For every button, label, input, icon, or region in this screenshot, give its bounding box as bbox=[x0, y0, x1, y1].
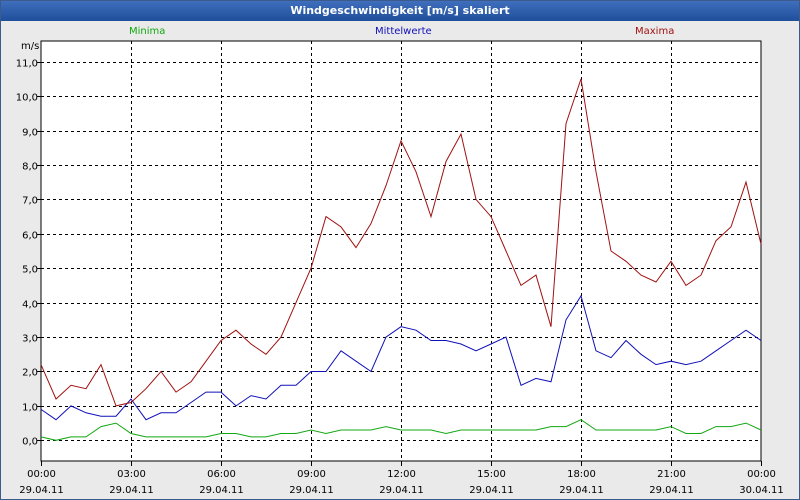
series-mittelwerte-line bbox=[40, 294, 762, 421]
y-tick-label: 9,0 bbox=[22, 128, 38, 139]
wind-speed-chart: 0,0 1,0 2,0 3,0 4,0 5,0 6,0 7,0 8,0 9,0 10,0 11,0 00… bbox=[16, 40, 784, 496]
series-maxima-line bbox=[40, 78, 762, 407]
y-tick-label: 0,0 bbox=[22, 437, 38, 448]
legend-minima: Minima bbox=[129, 26, 166, 37]
x-tick-date-label: 29.04.11 bbox=[469, 485, 514, 496]
y-tick-label: 11,0 bbox=[16, 59, 38, 70]
x-tick-time-label: 18:00 bbox=[567, 469, 596, 480]
x-tick-date-label: 29.04.11 bbox=[19, 485, 64, 496]
y-tick-label: 3,0 bbox=[22, 334, 38, 345]
x-tick-time-label: 06:00 bbox=[207, 469, 236, 480]
y-tick-label: 8,0 bbox=[22, 162, 38, 173]
x-tick-time-label: 21:00 bbox=[657, 469, 686, 480]
x-tick-time-label: 09:00 bbox=[297, 469, 326, 480]
x-tick-date-label: 29.04.11 bbox=[199, 485, 244, 496]
y-tick-label: 1,0 bbox=[22, 403, 38, 414]
x-tick-date-label: 30.04.11 bbox=[739, 485, 784, 496]
y-tick-label: 5,0 bbox=[22, 265, 38, 276]
window-title: Windgeschwindigkeit [m/s] skaliert bbox=[1, 1, 799, 21]
y-tick-label: 2,0 bbox=[22, 368, 38, 379]
y-tick-label: 10,0 bbox=[16, 93, 38, 104]
y-tick-label: 4,0 bbox=[22, 300, 38, 311]
x-tick-date-label: 29.04.11 bbox=[559, 485, 604, 496]
series-minima-line bbox=[40, 419, 762, 441]
legend-mittelwerte: Mittelwerte bbox=[375, 26, 432, 37]
y-tick-label: 7,0 bbox=[22, 196, 38, 207]
x-tick-date-label: 29.04.11 bbox=[109, 485, 154, 496]
y-axis-unit: m/s bbox=[21, 41, 40, 52]
x-tick-time-label: 00:00 bbox=[27, 469, 56, 480]
legend-maxima: Maxima bbox=[635, 26, 675, 37]
x-tick-time-label: 15:00 bbox=[477, 469, 506, 480]
x-tick-date-label: 29.04.11 bbox=[289, 485, 334, 496]
x-tick-time-label: 03:00 bbox=[117, 469, 146, 480]
x-tick-time-label: 12:00 bbox=[387, 469, 416, 480]
x-tick-date-label: 29.04.11 bbox=[649, 485, 694, 496]
x-tick-date-label: 29.04.11 bbox=[379, 485, 424, 496]
x-tick-time-label: 00:00 bbox=[747, 469, 776, 480]
y-tick-label: 6,0 bbox=[22, 231, 38, 242]
